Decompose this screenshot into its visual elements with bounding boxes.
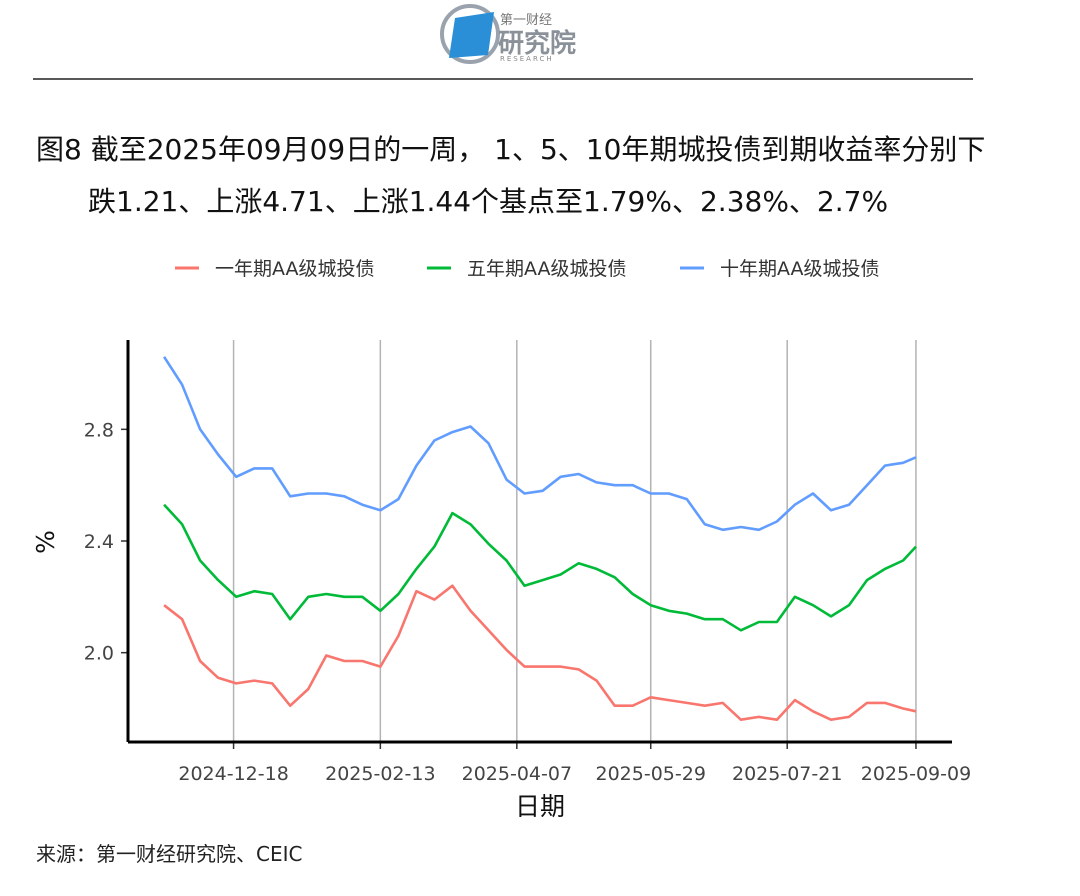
logo-top: 第一财经 [500, 13, 552, 28]
y-tick-label: 2.8 [84, 419, 114, 441]
y-axis-label: % [31, 530, 60, 554]
x-tick-label: 2025-09-09 [861, 763, 971, 785]
series-line [163, 584, 917, 721]
x-tick-label: 2025-02-13 [325, 763, 435, 785]
series-line [163, 356, 917, 532]
source: 来源：第一财经研究院、CEIC [36, 842, 303, 866]
x-tick-label: 2025-07-21 [732, 763, 842, 785]
legend-label: 五年期AA级城投债 [467, 258, 627, 280]
header: 第一财经 研究院 RESEARCH [33, 4, 973, 80]
x-tick-label: 2025-04-07 [462, 763, 572, 785]
logo-sub: RESEARCH [500, 55, 554, 63]
legend-label: 十年期AA级城投债 [720, 258, 880, 280]
chart: 2024-12-18 2025-02-13 2025-04-07 2025-05-29… [31, 258, 971, 821]
series-line [163, 503, 917, 632]
x-tick-label: 2024-12-18 [178, 763, 288, 785]
logo-mark [449, 12, 494, 58]
x-tick-label: 2025-05-29 [596, 763, 706, 785]
y-tick-label: 2.0 [84, 643, 114, 665]
logo-main: 研究院 [498, 28, 576, 59]
logo-ring [440, 4, 500, 64]
legend-label: 一年期AA级城投债 [215, 258, 375, 280]
y-tick-label: 2.4 [84, 531, 114, 553]
x-axis-label: 日期 [515, 792, 565, 821]
figure-title: 图8 截至2025年09月09日的一周， 1、5、10年期城投债到期收益率分别下… [36, 133, 986, 218]
